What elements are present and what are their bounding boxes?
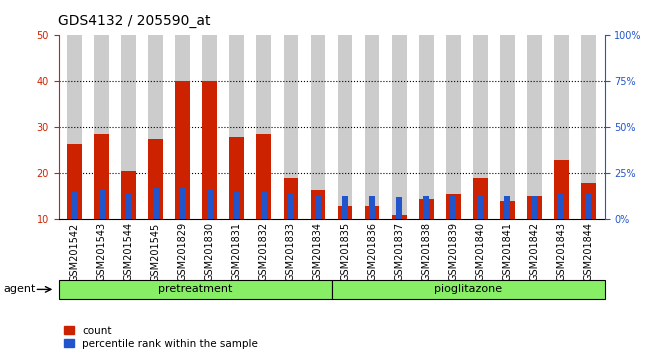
- Bar: [283, 35, 298, 219]
- Text: agent: agent: [3, 284, 36, 295]
- Bar: [257, 134, 271, 219]
- Text: GDS4132 / 205590_at: GDS4132 / 205590_at: [58, 14, 211, 28]
- Bar: [581, 183, 595, 219]
- Bar: [396, 198, 402, 219]
- Bar: [531, 195, 537, 219]
- Text: pretreatment: pretreatment: [158, 284, 232, 295]
- Bar: [473, 35, 488, 219]
- Bar: [122, 171, 136, 219]
- Bar: [126, 194, 132, 219]
- Bar: [581, 35, 595, 219]
- Bar: [342, 195, 348, 219]
- Bar: [554, 35, 569, 219]
- Bar: [419, 35, 434, 219]
- Bar: [526, 35, 541, 219]
- Bar: [554, 160, 569, 219]
- Bar: [423, 195, 429, 219]
- Bar: [94, 35, 109, 219]
- Bar: [337, 206, 352, 219]
- Bar: [369, 195, 375, 219]
- Bar: [504, 195, 510, 219]
- Bar: [148, 35, 163, 219]
- Bar: [337, 35, 352, 219]
- Bar: [419, 199, 434, 219]
- Bar: [288, 194, 294, 219]
- Bar: [585, 194, 592, 219]
- Bar: [229, 35, 244, 219]
- Bar: [122, 35, 136, 219]
- Bar: [392, 215, 406, 219]
- Legend: count, percentile rank within the sample: count, percentile rank within the sample: [64, 326, 258, 349]
- Bar: [68, 35, 82, 219]
- Bar: [392, 35, 406, 219]
- Bar: [68, 143, 82, 219]
- Bar: [311, 189, 326, 219]
- Bar: [261, 192, 267, 219]
- Bar: [176, 35, 190, 219]
- Bar: [72, 192, 78, 219]
- Bar: [446, 194, 461, 219]
- Bar: [365, 206, 380, 219]
- Bar: [446, 35, 461, 219]
- Bar: [500, 35, 515, 219]
- Bar: [207, 190, 213, 219]
- Bar: [94, 134, 109, 219]
- Bar: [315, 195, 321, 219]
- Bar: [526, 196, 541, 219]
- Bar: [202, 81, 217, 219]
- Bar: [283, 178, 298, 219]
- Bar: [234, 192, 240, 219]
- Bar: [202, 35, 217, 219]
- Bar: [229, 137, 244, 219]
- Bar: [180, 188, 186, 219]
- Bar: [99, 190, 105, 219]
- Bar: [257, 35, 271, 219]
- Bar: [473, 178, 488, 219]
- Bar: [176, 81, 190, 219]
- Bar: [477, 195, 483, 219]
- Bar: [153, 188, 159, 219]
- Text: pioglitazone: pioglitazone: [434, 284, 502, 295]
- Bar: [148, 139, 163, 219]
- Bar: [365, 35, 380, 219]
- Bar: [450, 195, 456, 219]
- Bar: [558, 194, 564, 219]
- Bar: [311, 35, 326, 219]
- Bar: [500, 201, 515, 219]
